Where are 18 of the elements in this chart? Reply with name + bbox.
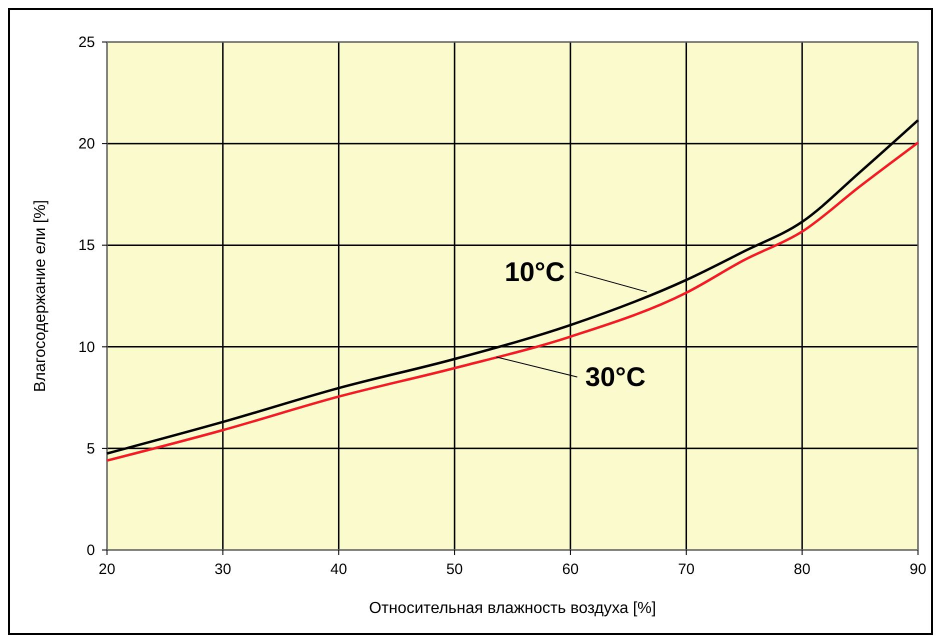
x-tick-label: 40: [330, 561, 348, 578]
x-axis-title: Относительная влажность воздуха [%]: [368, 600, 656, 617]
y-tick-label: 10: [78, 338, 95, 356]
y-tick-label: 15: [78, 237, 95, 254]
x-tick-label: 80: [794, 561, 810, 578]
y-axis-title: Влагосодержание ели [%]: [32, 200, 49, 392]
y-tick-label: 25: [78, 34, 95, 51]
x-tick-label: 30: [214, 561, 232, 578]
y-tick-label: 0: [86, 542, 95, 559]
x-tick-label: 50: [446, 561, 463, 578]
annotation: 10°C: [504, 256, 565, 287]
y-tick-label: 5: [86, 440, 95, 458]
x-tick-label: 20: [98, 561, 116, 578]
annotation: 30°C: [585, 362, 646, 392]
y-tick-label: 20: [78, 136, 95, 153]
x-tick-label: 70: [678, 561, 695, 578]
x-tick-label: 90: [910, 561, 926, 578]
x-tick-label: 60: [562, 561, 579, 578]
